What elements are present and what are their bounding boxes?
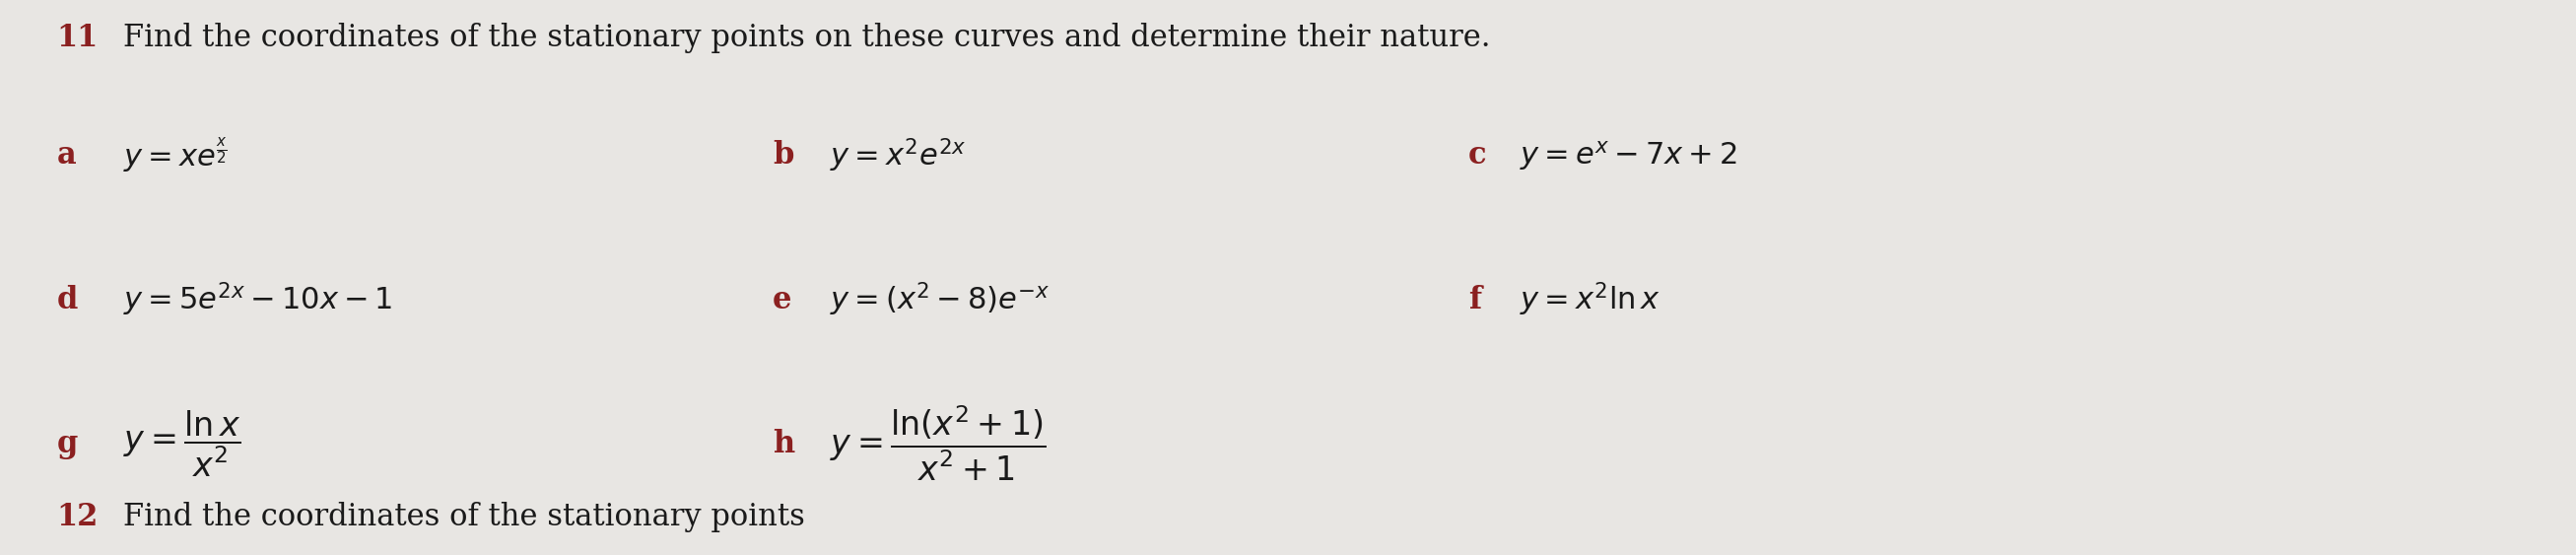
Text: g: g: [57, 428, 77, 460]
Text: e: e: [773, 284, 791, 315]
Text: a: a: [57, 140, 77, 171]
Text: $y = x^2 \ln x$: $y = x^2 \ln x$: [1520, 281, 1662, 319]
Text: Find the coordinates of the stationary points: Find the coordinates of the stationary p…: [124, 502, 806, 533]
Text: $y = e^x - 7x + 2$: $y = e^x - 7x + 2$: [1520, 139, 1736, 172]
Text: Find the coordinates of the stationary points on these curves and determine thei: Find the coordinates of the stationary p…: [124, 22, 1492, 53]
Text: $y = xe^{\frac{x}{2}}$: $y = xe^{\frac{x}{2}}$: [124, 135, 229, 175]
Text: $y = x^2e^{2x}$: $y = x^2e^{2x}$: [829, 137, 966, 174]
Text: 11: 11: [57, 22, 98, 53]
Text: $y = \dfrac{\ln x}{x^2}$: $y = \dfrac{\ln x}{x^2}$: [124, 409, 242, 479]
Text: f: f: [1468, 284, 1481, 315]
Text: h: h: [773, 428, 796, 460]
Text: c: c: [1468, 140, 1486, 171]
Text: b: b: [773, 140, 793, 171]
Text: $y = \dfrac{\ln(x^2+1)}{x^2+1}$: $y = \dfrac{\ln(x^2+1)}{x^2+1}$: [829, 405, 1046, 483]
Text: $y = (x^2 - 8)e^{-x}$: $y = (x^2 - 8)e^{-x}$: [829, 281, 1051, 319]
Text: $y = 5e^{2x} - 10x - 1$: $y = 5e^{2x} - 10x - 1$: [124, 281, 392, 319]
Text: d: d: [57, 284, 77, 315]
Text: 12: 12: [57, 502, 98, 533]
